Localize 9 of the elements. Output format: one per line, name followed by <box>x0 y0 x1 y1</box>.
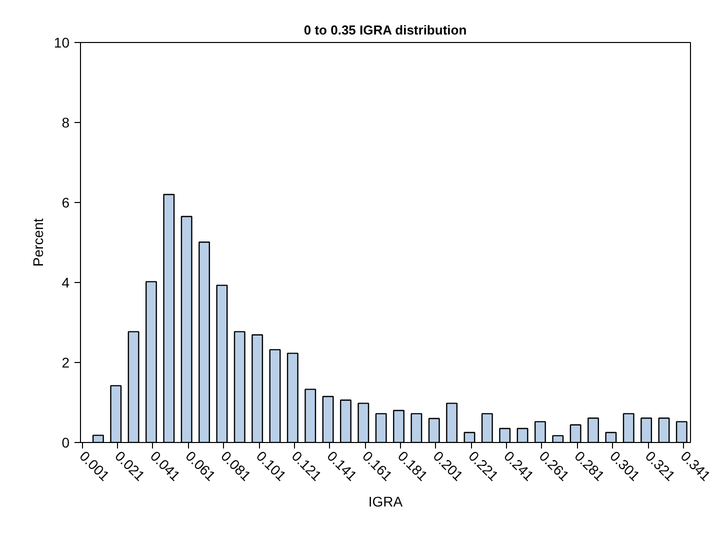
y-tick-label: 4 <box>62 274 70 290</box>
y-tick-label: 8 <box>62 114 70 130</box>
y-tick-label: 10 <box>54 34 70 50</box>
y-tick-label: 2 <box>62 354 70 370</box>
y-tick-label: 6 <box>62 194 70 210</box>
y-axis-title: Percent <box>30 218 46 267</box>
y-tick-label: 0 <box>62 434 70 450</box>
chart-title: 0 to 0.35 IGRA distribution <box>304 22 467 38</box>
x-axis-title: IGRA <box>368 493 404 510</box>
